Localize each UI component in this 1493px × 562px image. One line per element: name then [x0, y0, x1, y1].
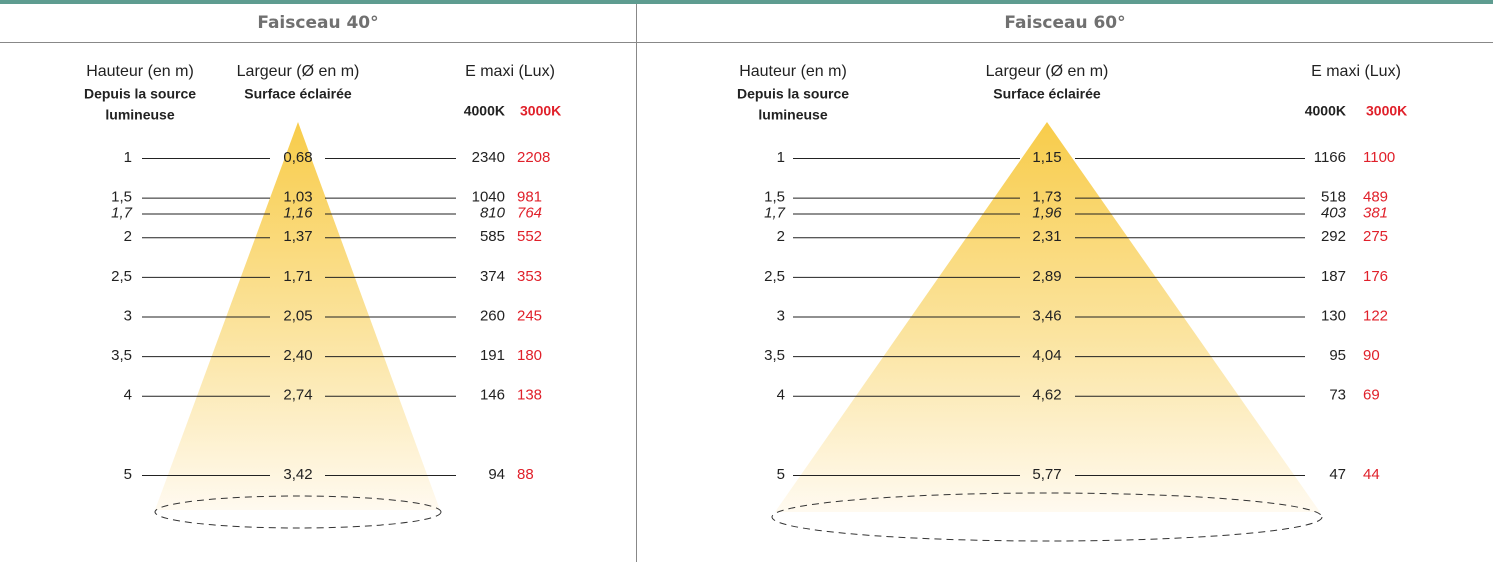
lux-3000-value: 88 [517, 466, 534, 483]
height-subheader: lumineuse [105, 107, 174, 123]
lit-surface [154, 495, 442, 529]
height-value: 2 [124, 228, 132, 245]
height-subheader: Depuis la source [737, 86, 849, 102]
lux-3000-value: 44 [1363, 466, 1380, 483]
height-subheader: Depuis la source [84, 86, 196, 102]
lux-4000-value: 518 [1321, 189, 1346, 206]
width-value: 1,03 [283, 189, 312, 206]
lux-3000-value: 353 [517, 268, 542, 285]
lux-4000-header: 4000K [1305, 103, 1346, 119]
lux-header: E maxi (Lux) [1311, 63, 1401, 80]
lux-3000-value: 981 [517, 189, 542, 206]
height-header: Hauteur (en m) [739, 63, 847, 80]
lux-header: E maxi (Lux) [465, 63, 555, 80]
lux-4000-value: 73 [1329, 387, 1346, 404]
top-bar [0, 0, 1493, 4]
width-value: 2,40 [283, 347, 312, 364]
lux-3000-value: 90 [1363, 347, 1380, 364]
lux-4000-value: 146 [480, 387, 505, 404]
width-value: 3,46 [1032, 307, 1061, 324]
height-value: 3,5 [764, 347, 785, 364]
lux-3000-value: 176 [1363, 268, 1388, 285]
height-subheader: lumineuse [758, 107, 827, 123]
width-value: 3,42 [283, 466, 312, 483]
light-beam [775, 122, 1320, 512]
width-value: 2,05 [283, 307, 312, 324]
lux-3000-value: 138 [517, 387, 542, 404]
width-value: 2,89 [1032, 268, 1061, 285]
width-header: Largeur (Ø en m) [237, 63, 360, 80]
lux-4000-value: 2340 [472, 149, 505, 166]
lux-3000-value: 69 [1363, 387, 1380, 404]
lux-3000-value: 381 [1363, 204, 1388, 221]
height-value: 3,5 [111, 347, 132, 364]
height-value: 3 [124, 307, 132, 324]
lux-3000-value: 245 [517, 307, 542, 324]
lux-4000-value: 95 [1329, 347, 1346, 364]
lux-4000-value: 292 [1321, 228, 1346, 245]
height-value: 1,7 [764, 204, 786, 221]
lux-4000-value: 260 [480, 307, 505, 324]
lux-3000-value: 1100 [1363, 149, 1395, 166]
width-value: 1,96 [1032, 204, 1062, 221]
height-value: 5 [777, 466, 785, 483]
width-subheader: Surface éclairée [244, 86, 352, 102]
lux-3000-header: 3000K [1366, 103, 1407, 119]
height-value: 1,5 [111, 189, 132, 206]
lux-3000-value: 275 [1363, 228, 1388, 245]
width-value: 4,62 [1032, 387, 1061, 404]
height-value: 2,5 [764, 268, 785, 285]
height-value: 4 [777, 387, 785, 404]
width-value: 5,77 [1032, 466, 1061, 483]
width-subheader: Surface éclairée [993, 86, 1101, 102]
lux-3000-value: 180 [517, 347, 542, 364]
lux-3000-value: 2208 [517, 149, 550, 166]
width-value: 4,04 [1032, 347, 1061, 364]
height-value: 1 [124, 149, 132, 166]
panel-title: Faisceau 60° [1004, 13, 1125, 33]
lux-3000-header: 3000K [520, 103, 561, 119]
width-header: Largeur (Ø en m) [986, 63, 1109, 80]
width-value: 2,31 [1032, 228, 1061, 245]
lux-4000-value: 94 [488, 466, 505, 483]
height-value: 5 [124, 466, 132, 483]
lux-4000-value: 810 [480, 204, 506, 221]
lux-4000-header: 4000K [464, 103, 505, 119]
lux-4000-value: 374 [480, 268, 505, 285]
width-value: 1,16 [283, 204, 313, 221]
width-value: 0,68 [283, 149, 312, 166]
lux-4000-value: 191 [480, 347, 505, 364]
lux-4000-value: 585 [480, 228, 505, 245]
light-beam [155, 122, 440, 510]
height-header: Hauteur (en m) [86, 63, 194, 80]
lux-3000-value: 552 [517, 228, 542, 245]
lux-4000-value: 403 [1321, 204, 1347, 221]
lux-4000-value: 1040 [472, 189, 505, 206]
width-value: 1,71 [283, 268, 312, 285]
panel-title: Faisceau 40° [257, 13, 378, 33]
height-value: 1 [777, 149, 785, 166]
lux-3000-value: 122 [1363, 307, 1388, 324]
lit-surface [771, 492, 1323, 542]
lux-3000-value: 489 [1363, 189, 1388, 206]
height-value: 3 [777, 307, 785, 324]
height-value: 4 [124, 387, 132, 404]
lux-3000-value: 764 [517, 204, 542, 221]
width-value: 1,15 [1032, 149, 1061, 166]
lux-4000-value: 130 [1321, 307, 1346, 324]
height-value: 1,7 [111, 204, 133, 221]
height-value: 2,5 [111, 268, 132, 285]
height-value: 1,5 [764, 189, 785, 206]
lux-4000-value: 187 [1321, 268, 1346, 285]
height-value: 2 [777, 228, 785, 245]
width-value: 2,74 [283, 387, 312, 404]
width-value: 1,73 [1032, 189, 1061, 206]
lux-4000-value: 1166 [1314, 149, 1346, 166]
lux-4000-value: 47 [1329, 466, 1346, 483]
width-value: 1,37 [283, 228, 312, 245]
